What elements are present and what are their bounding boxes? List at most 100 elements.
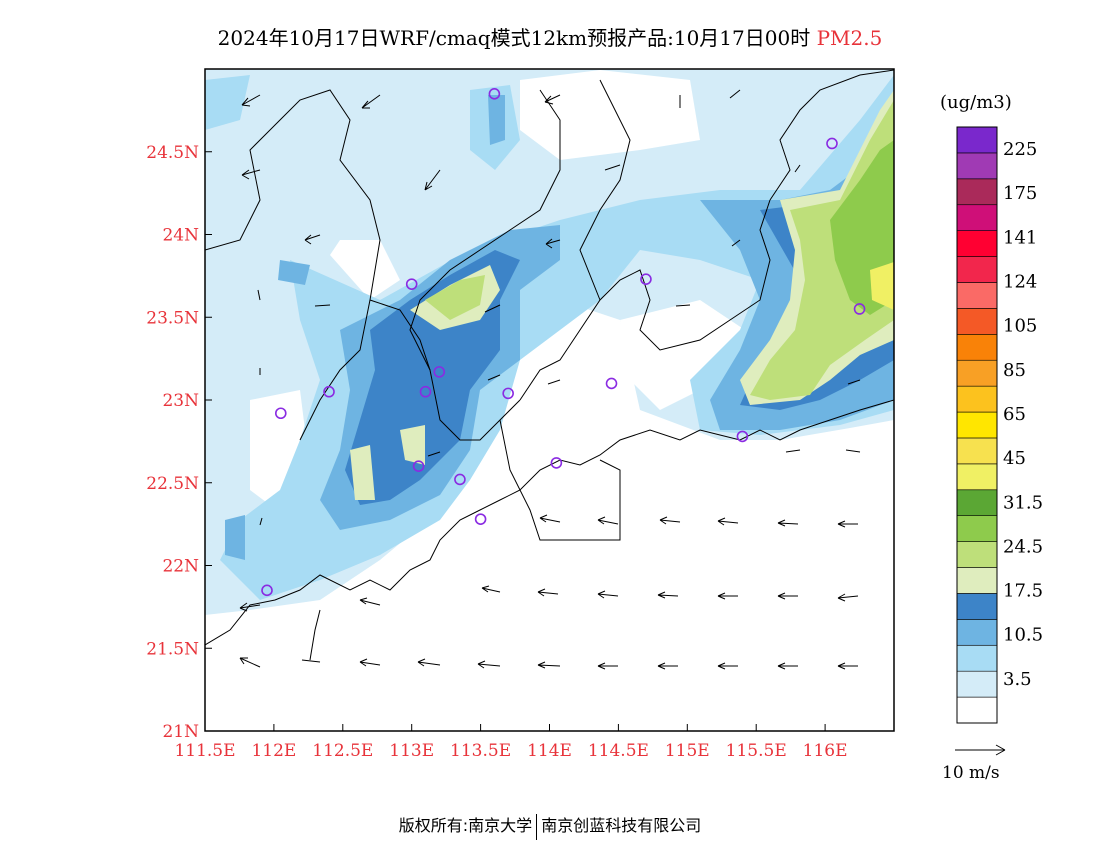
x-tick-label: 115.5E xyxy=(726,741,787,761)
colorbar-swatch xyxy=(956,256,998,283)
wind-arrow xyxy=(424,169,441,191)
colorbar-label: 65 xyxy=(1003,404,1026,425)
colorbar-label: 175 xyxy=(1003,183,1037,204)
colorbar-swatch xyxy=(956,593,998,620)
wind-arrow xyxy=(837,593,859,602)
wind-arrow xyxy=(717,662,738,670)
station-marker xyxy=(419,385,432,398)
boundaries xyxy=(205,69,894,661)
wind-arrow xyxy=(477,660,501,669)
wind-arrow xyxy=(239,602,261,612)
y-tick-label: 24N xyxy=(162,226,199,246)
pm25-contour-band xyxy=(488,95,505,145)
wind-arrow xyxy=(537,588,559,597)
x-tick-label: 113.5E xyxy=(450,741,511,761)
wind-arrow xyxy=(361,94,381,109)
wind-arrow xyxy=(487,374,501,381)
pm25-contour-band xyxy=(205,520,894,731)
wind-arrow xyxy=(777,592,798,600)
footer-copyright: 版权所有:南京大学 xyxy=(398,816,533,835)
wind-arrow xyxy=(547,379,561,385)
colorbar-swatch xyxy=(956,437,998,465)
map-title: 2024年10月17日WRF/cmaq模式12km预报产品:10月17日00时 … xyxy=(0,22,1100,51)
colorbar-swatch xyxy=(956,359,998,387)
wind-arrow xyxy=(417,658,441,667)
province-boundary xyxy=(299,299,371,441)
province-boundary xyxy=(579,79,631,301)
pm25-contour-band xyxy=(425,275,485,320)
pm25-field xyxy=(205,69,894,731)
province-boundary xyxy=(499,419,621,541)
title-main: 2024年10月17日WRF/cmaq模式12km预报产品:10月17日00时 xyxy=(217,26,811,50)
colorbar-swatch xyxy=(956,334,998,361)
province-boundary xyxy=(205,89,521,441)
wind-arrow xyxy=(731,239,741,247)
colorbar-swatch xyxy=(956,489,998,516)
x-tick-label: 111.5E xyxy=(174,741,235,761)
wind-arrow xyxy=(717,592,738,600)
wind-arrow xyxy=(729,89,741,99)
colorbar-swatch xyxy=(956,178,998,206)
station-marker xyxy=(736,430,749,443)
wind-arrow xyxy=(257,289,261,301)
wind-arrow xyxy=(604,164,621,171)
y-tick-label: 21.5N xyxy=(146,639,199,659)
colorbar-swatch xyxy=(956,644,998,672)
wind-arrow xyxy=(304,234,321,245)
pm25-contour-band xyxy=(330,240,400,300)
colorbar-swatch xyxy=(956,670,998,698)
station-marker xyxy=(274,407,287,420)
colorbar-swatch xyxy=(956,541,998,568)
colorbar-swatch xyxy=(956,515,998,542)
colorbar-swatch xyxy=(956,463,998,491)
station-marker xyxy=(405,278,418,290)
colorbar-label: 85 xyxy=(1003,360,1026,381)
station-marker xyxy=(605,377,618,390)
wind-arrow xyxy=(241,169,261,180)
station-marker xyxy=(853,303,866,315)
colorbar-label: 31.5 xyxy=(1003,492,1043,513)
wind-arrow xyxy=(314,304,331,307)
colorbar-label: 24.5 xyxy=(1003,536,1043,557)
wind-arrow xyxy=(544,94,561,105)
wind-arrow xyxy=(241,94,261,107)
pm25-contour-band xyxy=(620,300,760,410)
wind-arrow xyxy=(777,662,798,670)
x-tick-label: 112E xyxy=(251,741,296,761)
colorbar-swatch xyxy=(956,152,998,180)
wind-arrow xyxy=(847,379,861,385)
station-marker xyxy=(433,366,446,378)
station-marker xyxy=(474,513,487,525)
colorbar-swatch xyxy=(956,282,998,309)
footer-company: 南京创蓝科技有限公司 xyxy=(541,816,702,835)
colorbar-swatch xyxy=(956,126,998,154)
colorbar: 3.5 10.5 17.5 24.5 31.5 45 65 85 105 124 141 175 225 xyxy=(956,126,1043,724)
x-tick-label: 116E xyxy=(803,741,848,761)
wind-scale-label: 10 m/s xyxy=(942,763,1000,783)
pm25-contour-band xyxy=(278,260,310,285)
colorbar-label: 225 xyxy=(1003,139,1037,160)
wind-arrow xyxy=(301,659,321,663)
wind-arrow xyxy=(657,591,679,599)
station-marker xyxy=(640,273,652,285)
province-boundary xyxy=(519,199,771,401)
wind-arrow xyxy=(845,449,861,453)
colorbar-label: 105 xyxy=(1003,316,1037,337)
wind-scale-arrow xyxy=(955,744,1006,756)
y-axis: 21N 21.5N 22N 22.5N 23N 23.5N 24N 24.5N xyxy=(146,143,212,742)
station-marker xyxy=(412,460,425,473)
colorbar-label: 45 xyxy=(1003,448,1026,469)
province-boundary xyxy=(409,89,561,371)
y-tick-label: 23.5N xyxy=(146,308,199,328)
station-marker xyxy=(550,457,563,469)
wind-arrow xyxy=(785,449,801,453)
wind-arrow xyxy=(777,519,799,527)
colorbar-frame xyxy=(956,126,998,724)
station-marker xyxy=(826,137,838,150)
station-marker xyxy=(502,387,514,400)
footer: 版权所有:南京大学 南京创蓝科技有限公司 xyxy=(0,812,1100,840)
y-tick-label: 23N xyxy=(162,391,199,411)
wind-arrow xyxy=(837,520,858,528)
colorbar-swatch xyxy=(956,385,998,413)
